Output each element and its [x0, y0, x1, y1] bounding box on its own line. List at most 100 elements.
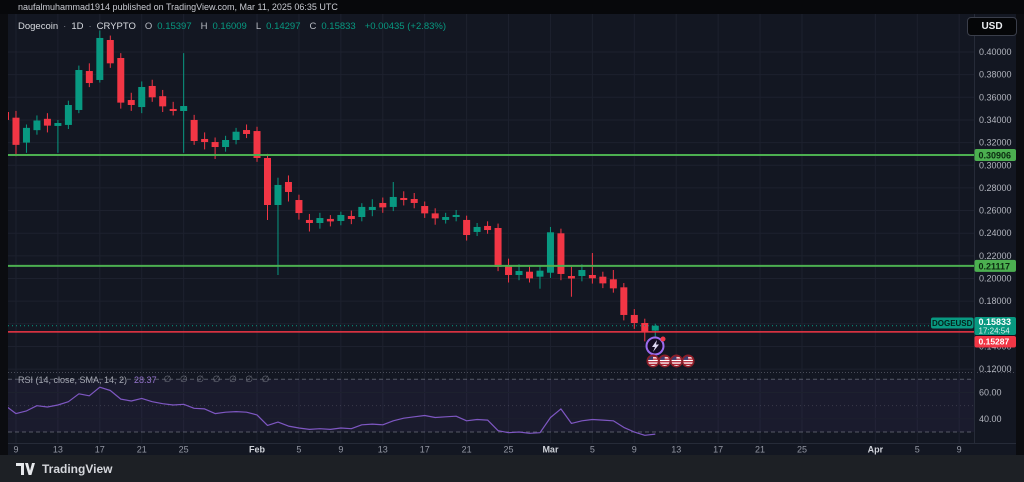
candle — [243, 130, 251, 134]
flag-stripe — [659, 363, 670, 365]
candle — [64, 105, 72, 125]
flag-stripe — [671, 363, 682, 365]
time-tick-label[interactable]: 17 — [713, 445, 723, 455]
candle — [211, 142, 219, 148]
rsi-empty-values: ∅ ∅ ∅ ∅ ∅ ∅ ∅ — [163, 374, 273, 384]
time-tick-label[interactable]: 21 — [137, 445, 147, 455]
rsi-tick-label[interactable]: 60.00 — [979, 387, 1002, 397]
time-tick-label[interactable]: 5 — [590, 445, 595, 455]
flag-ring — [681, 354, 695, 368]
symbol-badge-text: DOGEUSD — [932, 319, 973, 328]
open-value: 0.15397 — [157, 21, 192, 32]
footer-bar: TradingView — [0, 455, 1024, 482]
price-tick-label[interactable]: 0.26000 — [979, 206, 1012, 216]
flag-stripe — [671, 361, 682, 363]
candle — [347, 215, 355, 220]
candle — [180, 106, 188, 112]
close-value: 0.15833 — [321, 21, 356, 32]
candle — [295, 200, 303, 214]
candle — [484, 225, 492, 231]
last-price-label — [974, 316, 1016, 335]
time-tick-label[interactable]: 25 — [797, 445, 807, 455]
chart-widget[interactable]: 0.40000 0.38000 0.36000 0.34000 0.32000 0.300… — [8, 14, 1017, 455]
candle — [421, 206, 429, 214]
chart-canvas[interactable]: 0.40000 0.38000 0.36000 0.34000 0.32000 0.300… — [8, 14, 1016, 455]
time-tick-label[interactable]: Mar — [542, 445, 559, 455]
time-tick-label[interactable]: 9 — [338, 445, 343, 455]
price-tick-label[interactable]: 0.24000 — [979, 228, 1012, 238]
candle — [253, 131, 261, 159]
price-tick-label[interactable]: 0.18000 — [979, 296, 1012, 306]
high-value: 0.16009 — [212, 21, 247, 32]
flag-stripe — [647, 363, 659, 365]
symbol-name[interactable]: Dogecoin — [18, 21, 59, 32]
line-price-label — [974, 335, 1016, 348]
time-tick-label[interactable]: 5 — [296, 445, 301, 455]
price-tick-label[interactable]: 0.22000 — [979, 251, 1012, 261]
candle — [630, 314, 638, 324]
price-tick-label[interactable]: 0.40000 — [979, 47, 1012, 57]
time-tick-label[interactable]: 17 — [95, 445, 105, 455]
time-tick-label[interactable]: 25 — [179, 445, 189, 455]
price-tick-label[interactable]: 0.12000 — [979, 364, 1012, 374]
time-tick-label[interactable]: 13 — [53, 445, 63, 455]
flag-stripe — [647, 361, 659, 363]
time-tick-label[interactable]: Feb — [249, 445, 266, 455]
us-flag-circle-emoji[interactable] — [682, 355, 694, 367]
flag-canton — [659, 355, 665, 360]
rsi-tick-label[interactable]: 40.00 — [979, 414, 1002, 424]
line-price-label — [974, 259, 1016, 272]
rsi-legend[interactable]: RSI (14, close, SMA, 14, 2) 28.37 ∅ ∅ ∅ … — [18, 374, 272, 385]
candle — [557, 233, 565, 274]
time-tick-label[interactable]: Apr — [868, 445, 884, 455]
candle — [138, 86, 146, 108]
notification-dot — [660, 336, 666, 342]
price-tick-label[interactable]: 0.36000 — [979, 92, 1012, 102]
time-tick-label[interactable]: 9 — [13, 445, 18, 455]
time-tick-label[interactable]: 21 — [462, 445, 472, 455]
price-tick-label[interactable]: 0.28000 — [979, 183, 1012, 193]
rsi-title[interactable]: RSI (14, close, SMA, 14, 2) — [18, 374, 128, 385]
rsi-value: 28.37 — [134, 374, 157, 385]
time-tick-label[interactable]: 9 — [957, 445, 962, 455]
candle — [96, 37, 104, 80]
bar-countdown: 17:24:54 — [979, 326, 1011, 335]
price-tick-label[interactable]: 0.30000 — [979, 160, 1012, 170]
time-tick-label[interactable]: 9 — [632, 445, 637, 455]
interval-label[interactable]: 1D — [71, 21, 84, 32]
candle — [536, 270, 544, 277]
time-tick-label[interactable]: 5 — [915, 445, 920, 455]
flag-stripe — [683, 363, 694, 365]
time-tick-label[interactable]: 25 — [504, 445, 514, 455]
footer-brand[interactable]: TradingView — [42, 461, 113, 476]
candle — [358, 206, 366, 218]
candle — [85, 71, 93, 84]
time-tick-label[interactable]: 13 — [671, 445, 681, 455]
attribution-bar: naufalmuhammad1914 published on TradingV… — [0, 0, 1024, 14]
us-flag-circle-emoji[interactable] — [659, 355, 670, 367]
price-tick-label[interactable]: 0.32000 — [979, 138, 1012, 148]
time-tick-label[interactable]: 17 — [420, 445, 430, 455]
exchange-label: CRYPTO — [96, 21, 136, 32]
us-flag-circle-emoji[interactable] — [647, 355, 659, 367]
legend-separator: · — [88, 21, 92, 32]
tradingview-logo-icon[interactable] — [16, 462, 35, 476]
time-tick-label[interactable]: 21 — [755, 445, 765, 455]
candle — [431, 213, 439, 219]
candle — [609, 279, 617, 289]
candle — [305, 219, 313, 224]
candle — [620, 287, 628, 315]
candle — [75, 70, 83, 110]
candle — [117, 58, 125, 103]
us-flag-circle-emoji[interactable] — [671, 355, 682, 367]
price-tick-label[interactable]: 0.20000 — [979, 274, 1012, 284]
chart-legend[interactable]: Dogecoin · 1D · CRYPTO O 0.15397 H 0.160… — [18, 21, 446, 32]
price-tick-label[interactable]: 0.34000 — [979, 115, 1012, 125]
time-tick-label[interactable]: 13 — [378, 445, 388, 455]
price-tick-label[interactable]: 0.38000 — [979, 70, 1012, 80]
candle — [442, 217, 450, 220]
currency-button[interactable]: USD — [967, 17, 1017, 36]
candle — [106, 39, 114, 64]
candle — [159, 96, 167, 107]
